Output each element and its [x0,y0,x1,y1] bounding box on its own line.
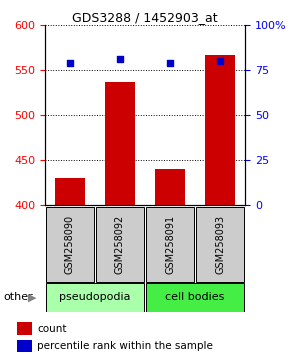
Text: GSM258091: GSM258091 [165,215,175,274]
Bar [96,207,144,282]
Text: ▶: ▶ [28,292,36,302]
Bar [196,207,244,282]
Text: pseudopodia: pseudopodia [59,292,131,302]
Point [68,60,72,65]
Text: GSM258092: GSM258092 [115,215,125,274]
Bar [205,56,235,205]
Bar [46,207,94,282]
Text: GSM258090: GSM258090 [65,215,75,274]
Point [218,58,222,64]
Text: cell bodies: cell bodies [165,292,225,302]
Text: GSM258093: GSM258093 [215,215,225,274]
Bar [46,283,144,312]
Point [118,56,122,62]
Point [168,60,172,65]
Bar [105,82,135,205]
Text: count: count [37,324,67,333]
Title: GDS3288 / 1452903_at: GDS3288 / 1452903_at [72,11,218,24]
Text: other: other [3,292,33,302]
Text: percentile rank within the sample: percentile rank within the sample [37,341,213,351]
Bar [17,340,32,352]
Bar [146,207,194,282]
Bar [55,178,85,205]
Bar [17,322,32,335]
Bar [155,169,185,205]
Bar [146,283,244,312]
